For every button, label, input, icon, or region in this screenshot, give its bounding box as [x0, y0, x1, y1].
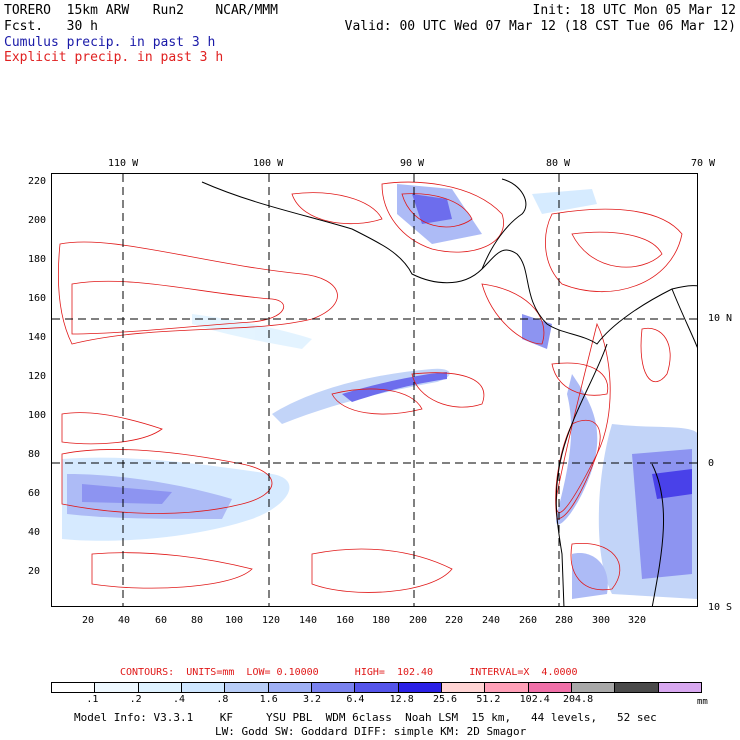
colorbar-swatch: [267, 682, 312, 693]
x-tick: 280: [555, 615, 574, 626]
colorbar-swatch: [224, 682, 269, 693]
colorbar-label: 12.8: [389, 694, 414, 705]
x-tick: 220: [445, 615, 464, 626]
lon-label: 80 W: [546, 158, 571, 169]
x-tick: 80: [191, 615, 204, 626]
colorbar-swatch: [181, 682, 226, 693]
x-tick: 240: [482, 615, 501, 626]
x-tick: 100: [225, 615, 244, 626]
colorbar-label: 3.2: [303, 694, 322, 705]
colorbar-swatch: [614, 682, 659, 693]
lat-label: 10 S: [708, 602, 733, 613]
y-tick: 20: [28, 566, 41, 577]
colorbar-label: 25.6: [433, 694, 458, 705]
colorbar-label: 6.4: [346, 694, 365, 705]
explicit-label: Explicit precip. in past 3 h: [4, 50, 224, 65]
x-tick: 120: [262, 615, 281, 626]
lat-lon-grid: [52, 174, 697, 606]
lat-label: 0: [708, 458, 715, 469]
y-tick: 80: [28, 449, 41, 460]
x-tick: 60: [155, 615, 168, 626]
valid-time: Valid: 00 UTC Wed 07 Mar 12 (18 CST Tue …: [344, 19, 736, 34]
colorbar-swatch: [354, 682, 399, 693]
colorbar-swatch: [51, 682, 96, 693]
colorbar-swatch: [397, 682, 442, 693]
colorbar-label: .8: [216, 694, 229, 705]
x-tick: 200: [409, 615, 428, 626]
y-tick: 60: [28, 488, 41, 499]
colorbar-swatch: [441, 682, 486, 693]
y-tick: 140: [28, 332, 47, 343]
y-tick: 40: [28, 527, 41, 538]
colorbar-swatch: [571, 682, 616, 693]
colorbar-swatch: [311, 682, 356, 693]
init-time: Init: 18 UTC Mon 05 Mar 12: [532, 3, 737, 18]
colorbar-label: .1: [86, 694, 99, 705]
colorbar-label: 204.8: [563, 694, 594, 705]
colorbar-swatch: [484, 682, 529, 693]
y-tick: 160: [28, 293, 47, 304]
x-tick: 140: [299, 615, 318, 626]
x-tick: 180: [372, 615, 391, 626]
x-tick: 320: [628, 615, 647, 626]
y-tick: 180: [28, 254, 47, 265]
model-title: TORERO 15km ARW Run2 NCAR/MMM: [4, 3, 278, 18]
cumulus-label: Cumulus precip. in past 3 h: [4, 35, 216, 50]
colorbar-label: .2: [129, 694, 142, 705]
colorbar-swatch: [527, 682, 572, 693]
colorbar-label: 51.2: [476, 694, 501, 705]
lat-label: 10 N: [708, 313, 733, 324]
y-tick: 200: [28, 215, 47, 226]
colorbar-unit: mm: [697, 697, 708, 707]
colorbar-swatch: [137, 682, 182, 693]
y-tick: 220: [28, 176, 47, 187]
colorbar-swatch: [657, 682, 702, 693]
coastline: [201, 178, 697, 606]
x-tick: 300: [592, 615, 611, 626]
contours-info: CONTOURS: UNITS=mm LOW= 0.10000 HIGH= 10…: [120, 667, 578, 678]
model-info: Model Info: V3.3.1 KF YSU PBL WDM 6class…: [74, 711, 657, 724]
forecast-value: 30 h: [66, 19, 98, 34]
colorbar-label: .4: [173, 694, 186, 705]
forecast-label: Fcst. 30 h: [4, 19, 98, 34]
x-tick: 160: [336, 615, 355, 626]
lon-label: 110 W: [108, 158, 139, 169]
y-tick: 100: [28, 410, 47, 421]
precip-map: [51, 173, 698, 607]
lon-label: 90 W: [400, 158, 425, 169]
y-tick: 120: [28, 371, 47, 382]
x-tick: 40: [118, 615, 131, 626]
colorbar-label: 102.4: [519, 694, 550, 705]
x-tick: 20: [82, 615, 95, 626]
map-canvas: [52, 174, 697, 606]
physics-info: LW: Godd SW: Goddard DIFF: simple KM: 2D…: [215, 725, 527, 738]
lon-label: 100 W: [253, 158, 284, 169]
colorbar-label: 1.6: [259, 694, 278, 705]
explicit-contours: [58, 181, 683, 593]
colorbar-swatch: [94, 682, 139, 693]
x-tick: 260: [519, 615, 538, 626]
cumulus-shading: [62, 184, 697, 599]
lon-label: 70 W: [691, 158, 716, 169]
